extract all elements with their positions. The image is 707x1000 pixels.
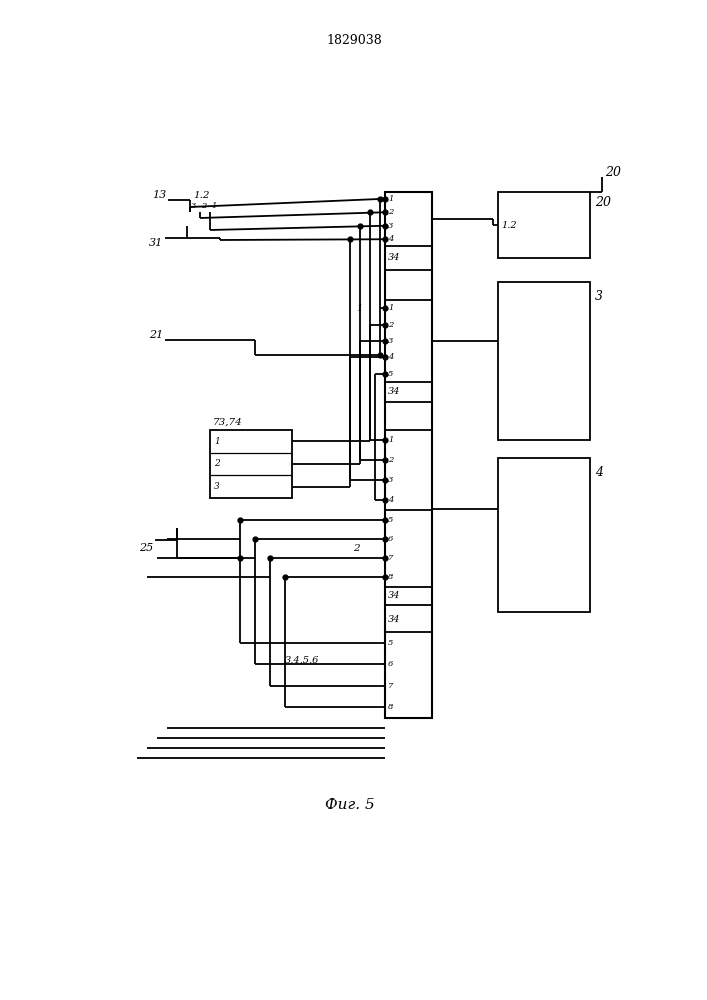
Text: 34: 34 — [388, 387, 400, 396]
Text: 3: 3 — [388, 476, 393, 484]
Text: 20: 20 — [595, 196, 611, 209]
Text: 1.2: 1.2 — [501, 221, 517, 230]
Text: 1: 1 — [388, 195, 393, 203]
Text: 1: 1 — [388, 436, 393, 444]
Text: 3,4,5,6: 3,4,5,6 — [285, 656, 320, 664]
Text: 1829038: 1829038 — [326, 33, 382, 46]
Text: 4: 4 — [388, 235, 393, 243]
Text: Фиг. 5: Фиг. 5 — [325, 798, 375, 812]
Text: 34: 34 — [388, 591, 400, 600]
Text: 2: 2 — [388, 208, 393, 216]
Text: 13: 13 — [152, 190, 166, 200]
Text: 34: 34 — [388, 615, 400, 624]
Text: 20: 20 — [605, 165, 621, 178]
Text: 5: 5 — [388, 370, 393, 378]
Text: 6: 6 — [388, 535, 393, 543]
Text: 1: 1 — [211, 202, 216, 210]
Bar — [498, 192, 590, 258]
Text: 34: 34 — [388, 253, 400, 262]
Text: 3: 3 — [388, 337, 393, 345]
Text: 2: 2 — [388, 456, 393, 464]
Bar — [385, 192, 432, 718]
Text: 3: 3 — [214, 482, 220, 491]
Text: 8: 8 — [388, 703, 393, 711]
Bar — [210, 430, 292, 498]
Text: 1: 1 — [388, 304, 393, 312]
Text: 3: 3 — [595, 290, 603, 304]
Text: 2: 2 — [201, 202, 206, 210]
Text: 5: 5 — [388, 516, 393, 524]
Text: 3: 3 — [191, 202, 197, 210]
Text: 4: 4 — [388, 353, 393, 361]
Text: 2: 2 — [354, 544, 360, 553]
Text: 8: 8 — [388, 573, 393, 581]
Text: 1: 1 — [214, 437, 220, 446]
Bar — [498, 458, 590, 612]
Text: 21: 21 — [148, 330, 163, 340]
Text: 31: 31 — [148, 238, 163, 248]
Text: 5: 5 — [388, 639, 393, 647]
Text: 7: 7 — [388, 682, 393, 690]
Text: 4: 4 — [388, 496, 393, 504]
Text: 25: 25 — [139, 543, 153, 553]
Text: 4: 4 — [595, 466, 603, 480]
Text: 1.2: 1.2 — [193, 190, 209, 200]
Text: 2: 2 — [214, 460, 220, 468]
Text: 3: 3 — [388, 222, 393, 230]
Text: 7: 7 — [388, 554, 393, 562]
Text: 1: 1 — [357, 304, 363, 313]
Text: 73,74: 73,74 — [213, 418, 243, 426]
Text: 6: 6 — [388, 660, 393, 668]
Text: 2: 2 — [388, 321, 393, 329]
Bar — [498, 282, 590, 440]
